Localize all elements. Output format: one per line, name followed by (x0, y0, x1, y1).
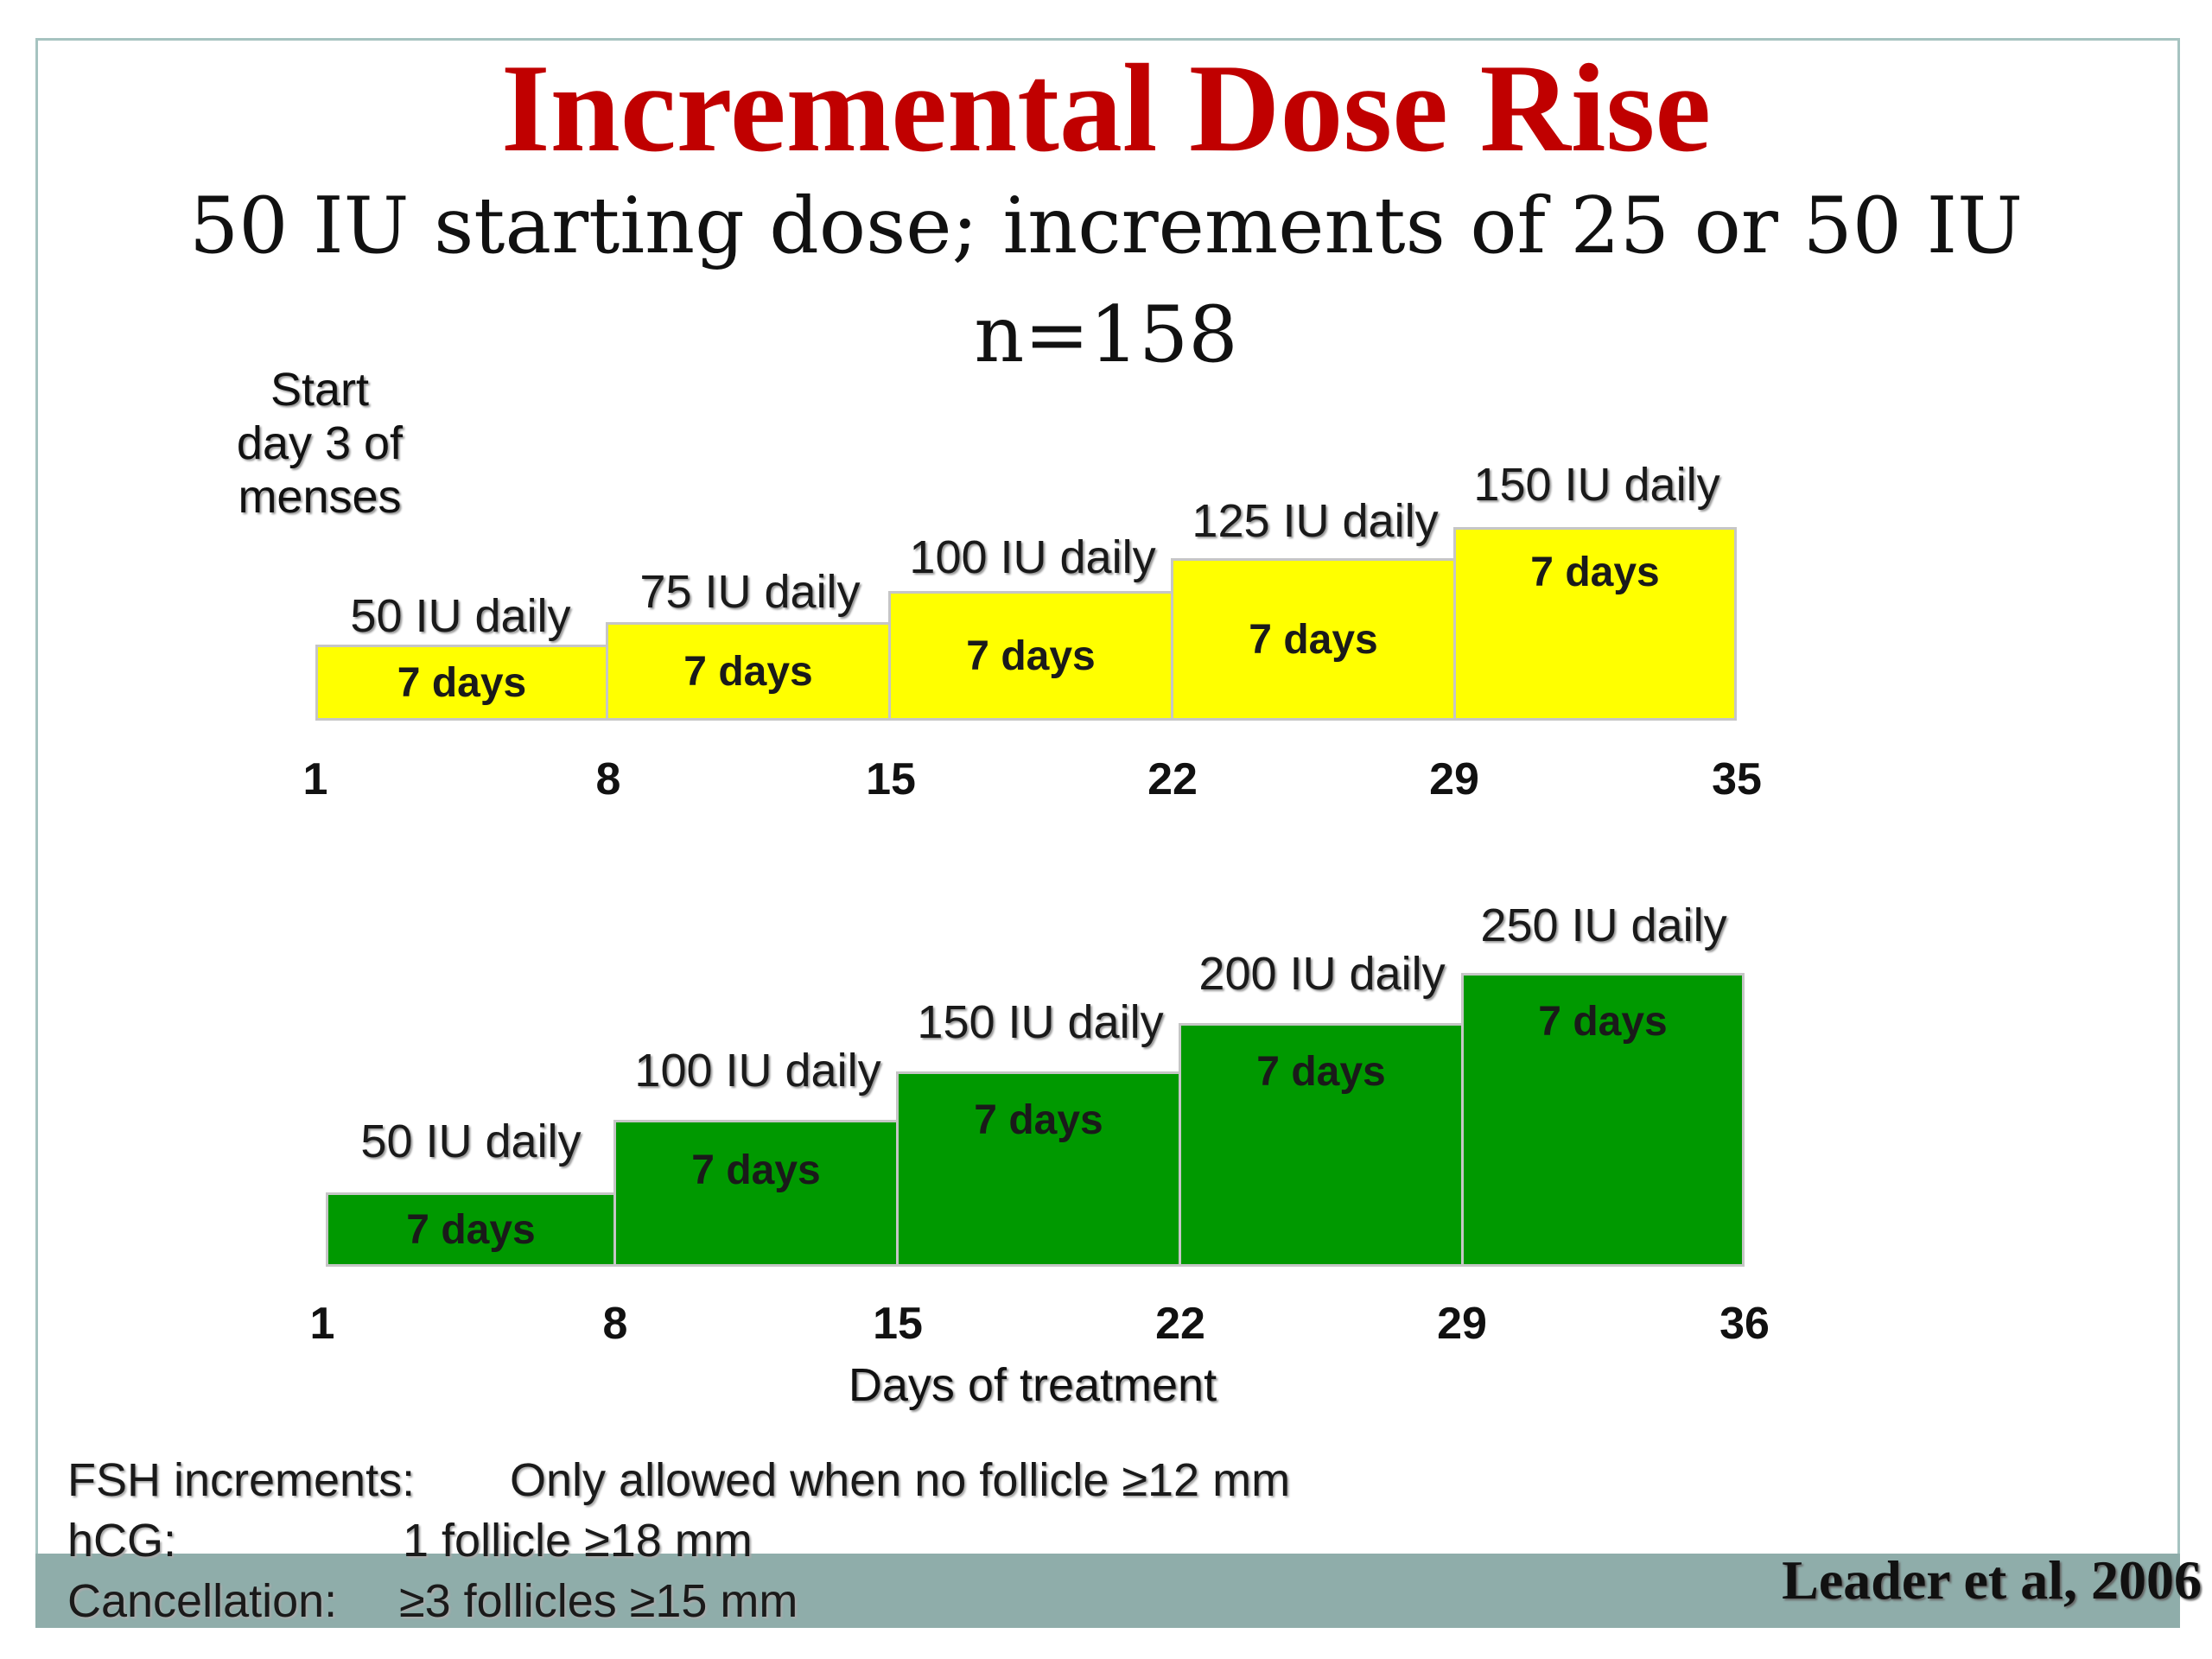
step-duration: 7 days (1256, 1049, 1386, 1095)
step-duration: 7 days (406, 1206, 536, 1253)
criteria-value: Only allowed when no follicle ≥12 mm (510, 1454, 1291, 1506)
citation: Leader et al, 2006 (1782, 1549, 2202, 1611)
protocol-a-dose-label: 150 IU daily (1473, 459, 1720, 511)
criteria-label: Cancellation: (67, 1575, 338, 1627)
criteria-label: FSH increments: (67, 1454, 416, 1506)
start-note-line: Start (270, 364, 370, 416)
protocol-a-dose-label: 75 IU daily (639, 566, 861, 618)
step-duration: 7 days (691, 1147, 821, 1193)
step-duration: 7 days (974, 1097, 1103, 1143)
protocol-a-day-tick: 35 (1712, 754, 1762, 804)
protocol-b-day-tick: 36 (1719, 1299, 1770, 1349)
criteria-value: ≥3 follicles ≥15 mm (399, 1575, 798, 1627)
protocol-a-day-tick: 22 (1147, 754, 1198, 804)
protocol-a-step: 7 days (1171, 558, 1456, 721)
step-duration: 7 days (1538, 999, 1668, 1045)
step-duration: 7 days (1530, 550, 1660, 595)
protocol-b-dose-label: 150 IU daily (917, 996, 1164, 1048)
criteria-label: hCG: (67, 1515, 177, 1567)
protocol-b-dose-label: 200 IU daily (1198, 948, 1446, 1000)
protocol-a-dose-label: 50 IU daily (350, 590, 571, 642)
criteria-cancellation: Cancellation: ≥3 follicles ≥15 mm (67, 1574, 798, 1628)
slide-subtitle: 50 IU starting dose; increments of 25 or… (188, 181, 2024, 271)
criteria-fsh: FSH increments: Only allowed when no fol… (67, 1453, 1290, 1507)
protocol-b-day-tick: 1 (309, 1299, 335, 1349)
step-duration: 7 days (966, 632, 1096, 679)
footer-band (35, 1554, 2180, 1628)
sample-size: n=158 (974, 289, 1238, 380)
start-note: Start day 3 of menses (233, 363, 406, 524)
protocol-b-day-tick: 15 (873, 1299, 923, 1349)
protocol-b-dose-label: 250 IU daily (1480, 899, 1727, 951)
protocol-b-step: 7 days (613, 1120, 899, 1267)
x-axis-label: Days of treatment (848, 1359, 1217, 1411)
protocol-b-step: 7 days (896, 1071, 1181, 1267)
step-duration: 7 days (683, 648, 813, 695)
protocol-a-step: 7 days (888, 591, 1173, 721)
protocol-b-dose-label: 100 IU daily (634, 1045, 881, 1096)
slide-title: Incremental Dose Rise (500, 38, 1712, 178)
protocol-b-day-tick: 22 (1155, 1299, 1205, 1349)
protocol-b-step: 7 days (1461, 973, 1745, 1267)
protocol-a-step: 7 days (606, 622, 891, 721)
protocol-a-day-tick: 29 (1429, 754, 1479, 804)
protocol-a-dose-label: 100 IU daily (909, 531, 1156, 583)
protocol-b-day-tick: 8 (602, 1299, 628, 1349)
protocol-a-day-tick: 1 (302, 754, 328, 804)
criteria-hcg: hCG: 1 follicle ≥18 mm (67, 1514, 753, 1567)
protocol-b-day-tick: 29 (1437, 1299, 1487, 1349)
protocol-a-day-tick: 15 (866, 754, 916, 804)
criteria-value: 1 follicle ≥18 mm (403, 1515, 753, 1567)
protocol-a-dose-label: 125 IU daily (1192, 495, 1439, 547)
step-duration: 7 days (397, 659, 527, 706)
protocol-a-day-tick: 8 (595, 754, 621, 804)
protocol-b-step: 7 days (326, 1192, 616, 1267)
protocol-b-dose-label: 50 IU daily (360, 1116, 582, 1167)
protocol-b-step: 7 days (1179, 1023, 1464, 1267)
step-duration: 7 days (1249, 616, 1378, 663)
start-note-line: day 3 of (236, 417, 404, 470)
protocol-a-step: 7 days (1453, 527, 1737, 721)
start-note-line: menses (238, 471, 402, 524)
protocol-a-step: 7 days (315, 645, 608, 721)
